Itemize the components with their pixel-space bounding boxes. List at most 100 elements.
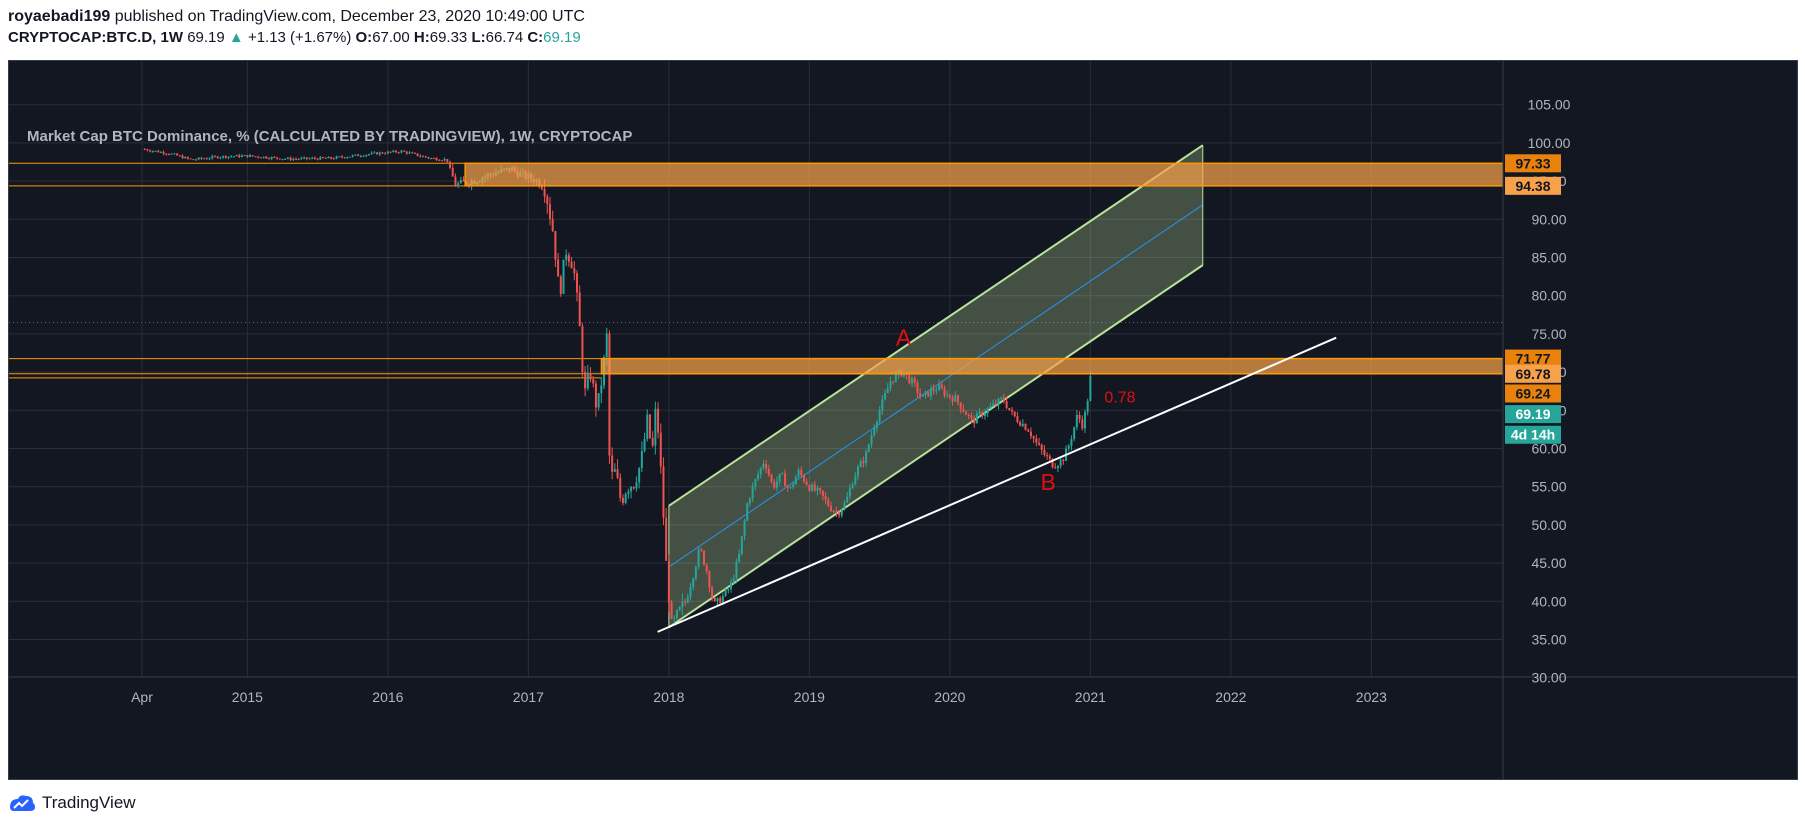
candle-body <box>921 394 924 397</box>
price-label-text: 69.24 <box>1515 385 1550 401</box>
candle-body <box>370 152 373 155</box>
candle-body <box>681 601 684 608</box>
candle-body <box>240 155 243 158</box>
candle-body <box>1021 424 1024 426</box>
price-label-box <box>1505 384 1561 403</box>
y-tick-label: 75.00 <box>1531 326 1566 342</box>
y-tick-label: 40.00 <box>1531 593 1566 609</box>
high-value: 69.33 <box>429 29 468 46</box>
candle-body <box>584 371 587 389</box>
candle-body <box>692 578 695 588</box>
candle-body <box>959 402 962 410</box>
candle-body <box>597 393 600 408</box>
candle-body <box>219 157 222 159</box>
candle-body <box>308 158 311 160</box>
candle-body <box>389 151 392 153</box>
candle-body <box>700 549 703 551</box>
y-tick-label: 55.00 <box>1531 479 1566 495</box>
candle-body <box>613 469 616 472</box>
x-tick-label: 2016 <box>372 689 403 705</box>
candle-body <box>286 157 289 159</box>
candle-body <box>973 417 976 424</box>
y-tick-label: 35.00 <box>1531 632 1566 648</box>
up-arrow-icon: ▲ <box>228 29 244 46</box>
candle-body <box>651 437 654 446</box>
candle-body <box>684 601 687 603</box>
candle-body <box>446 159 449 162</box>
candle-body <box>851 484 854 489</box>
candle-body <box>748 498 751 504</box>
y-tick-label: 100.00 <box>1528 135 1571 151</box>
candle-body <box>373 152 376 154</box>
candle-body <box>703 550 705 565</box>
candle-body <box>235 155 238 157</box>
candle-body <box>143 149 146 151</box>
candle-body <box>1067 445 1070 449</box>
candle-body <box>724 589 727 596</box>
candle-body <box>784 473 787 487</box>
candle-body <box>867 444 870 452</box>
price-label-box <box>1505 364 1561 383</box>
chart-canvas[interactable]: A B 0.78 30.00 35.00 40.00 45.00 50.00 55.00 60.0… <box>9 61 1797 779</box>
candle-body <box>624 493 627 503</box>
close-value: 69.19 <box>543 29 581 46</box>
candle-body <box>862 461 865 464</box>
candle-body <box>281 158 284 160</box>
candle-body <box>1046 455 1049 457</box>
candle-body <box>735 561 738 579</box>
candle-body <box>765 463 768 469</box>
candle-body <box>819 488 822 491</box>
candle-body <box>838 512 841 516</box>
candle-body <box>600 385 603 394</box>
candle-body <box>151 151 154 153</box>
author-name[interactable]: royaebadi199 <box>8 8 111 25</box>
candle-body <box>962 409 965 412</box>
candle-body <box>767 468 770 475</box>
candle-body <box>157 150 160 153</box>
x-tick-label: 2015 <box>232 689 263 705</box>
candle-body <box>986 408 989 414</box>
candle-body <box>165 153 168 155</box>
candle-body <box>608 333 611 456</box>
candle-body <box>430 158 433 160</box>
candle-body <box>205 158 208 160</box>
candle-body <box>211 156 214 159</box>
footer-brand[interactable]: TradingView <box>42 793 136 812</box>
annotation-label: 0.78 <box>1104 390 1135 407</box>
x-tick-label: 2020 <box>934 689 965 705</box>
candle-body <box>1054 467 1057 469</box>
candle-body <box>540 186 543 190</box>
candle-body <box>346 157 349 159</box>
candle-body <box>170 153 173 155</box>
candle-body <box>778 473 781 482</box>
candle-body <box>605 333 608 357</box>
price-label-text: 71.77 <box>1515 351 1550 367</box>
price-label-text: 4d 14h <box>1511 427 1555 443</box>
candle-body <box>567 255 570 262</box>
annotation-label: A <box>896 324 912 350</box>
candle-body <box>857 467 860 476</box>
candle-body <box>689 587 692 598</box>
candle-body <box>859 461 862 468</box>
candle-body <box>340 156 343 158</box>
candle-body <box>1062 459 1065 461</box>
candle-body <box>457 183 460 187</box>
candle-body <box>548 204 551 219</box>
x-tick-label: 2018 <box>653 689 684 705</box>
candle-body <box>230 156 233 158</box>
candle-body <box>405 151 408 154</box>
candle-body <box>719 597 722 603</box>
last-price: 69.19 <box>187 29 225 46</box>
candle-body <box>354 154 357 156</box>
chart-frame[interactable]: A B 0.78 30.00 35.00 40.00 45.00 50.00 55.00 60.0… <box>8 60 1798 780</box>
annotation-label: B <box>1041 469 1056 495</box>
candle-body <box>935 390 938 392</box>
candle-body <box>759 467 762 475</box>
candle-body <box>802 475 805 482</box>
candle-body <box>192 159 195 161</box>
candle-body <box>792 484 795 487</box>
candle-body <box>984 413 986 417</box>
candle-body <box>427 157 430 159</box>
tradingview-logo-icon[interactable] <box>8 793 36 813</box>
candle-body <box>648 414 651 438</box>
